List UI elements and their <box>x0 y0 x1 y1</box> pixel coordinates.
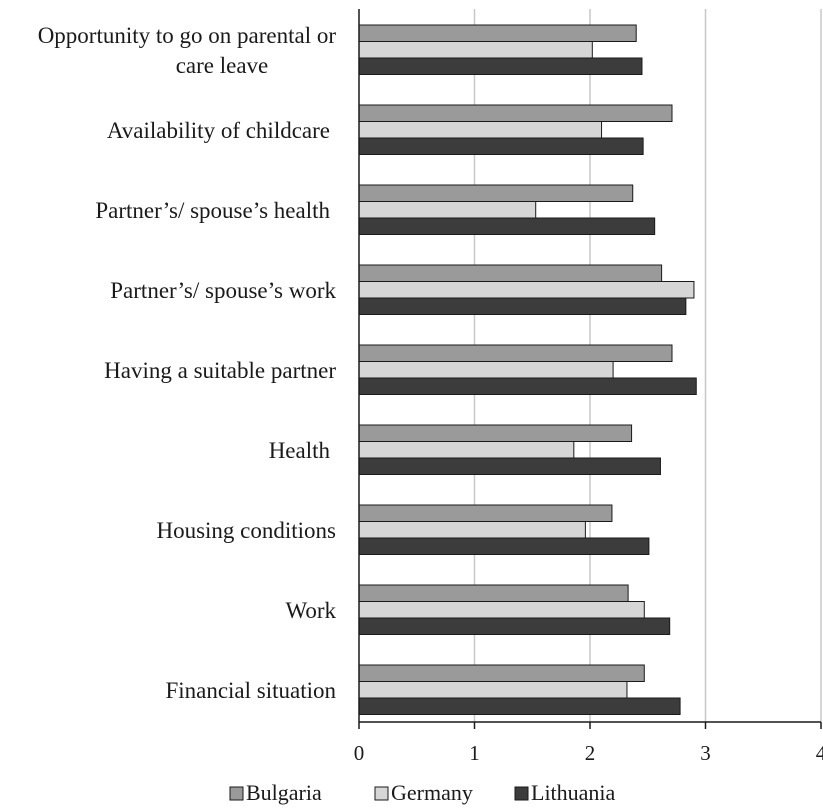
x-tick-label-2: 2 <box>585 741 596 765</box>
bar-bulgaria-1 <box>358 104 673 122</box>
category-labels: Opportunity to go on parental or care le… <box>38 23 337 703</box>
bar-germany-6 <box>358 521 586 539</box>
category-label-6: Housing conditions <box>156 518 336 543</box>
bar-bulgaria-6 <box>358 504 613 522</box>
legend-swatch-lithuania <box>514 786 529 801</box>
x-tick-label-3: 3 <box>700 741 711 765</box>
category-label-2: Partner’s/ spouse’s health <box>95 198 330 223</box>
category-label-0-line1: Opportunity to go on parental or <box>38 23 337 48</box>
bar-lithuania-5 <box>358 457 661 475</box>
category-label-0-line2: care leave <box>176 53 269 78</box>
bar-bulgaria-4 <box>358 344 673 362</box>
bar-bulgaria-2 <box>358 184 634 202</box>
bar-lithuania-6 <box>358 537 650 555</box>
x-tick-labels: 0 1 2 3 4 <box>354 741 823 765</box>
bar-lithuania-3 <box>358 297 687 315</box>
bar-germany-4 <box>358 361 614 379</box>
legend-label-germany: Germany <box>391 780 473 805</box>
bar-lithuania-2 <box>358 217 656 235</box>
x-tick-label-1: 1 <box>469 741 480 765</box>
bar-germany-2 <box>358 201 537 219</box>
category-label-4: Having a suitable partner <box>104 358 336 383</box>
bar-germany-8 <box>358 681 628 699</box>
x-tick-label-4: 4 <box>816 741 823 765</box>
legend-swatch-germany <box>374 786 389 801</box>
bar-lithuania-1 <box>358 137 644 155</box>
bar-bulgaria-3 <box>358 264 663 282</box>
category-label-5: Health <box>269 438 331 463</box>
bar-germany-3 <box>358 281 695 299</box>
category-label-1: Availability of childcare <box>107 118 330 143</box>
bar-germany-5 <box>358 441 575 459</box>
bar-lithuania-7 <box>358 617 671 635</box>
bar-lithuania-8 <box>358 697 681 715</box>
category-label-3: Partner’s/ spouse’s work <box>110 278 336 303</box>
legend-swatch-bulgaria <box>229 786 244 801</box>
legend: Bulgaria Germany Lithuania <box>229 780 616 805</box>
bar-germany-0 <box>358 41 593 59</box>
legend-label-bulgaria: Bulgaria <box>246 780 322 805</box>
bar-lithuania-0 <box>358 57 643 75</box>
bar-bulgaria-0 <box>358 24 637 42</box>
category-label-7: Work <box>285 598 336 623</box>
bar-bulgaria-5 <box>358 424 633 442</box>
bars <box>358 24 697 715</box>
bar-lithuania-4 <box>358 377 697 395</box>
x-axis <box>358 9 822 729</box>
x-tick-label-0: 0 <box>354 741 365 765</box>
legend-label-lithuania: Lithuania <box>531 780 616 805</box>
bar-germany-1 <box>358 121 603 139</box>
bar-bulgaria-8 <box>358 664 645 682</box>
bar-germany-7 <box>358 601 645 619</box>
bar-bulgaria-7 <box>358 584 629 602</box>
category-label-8: Financial situation <box>165 678 336 703</box>
